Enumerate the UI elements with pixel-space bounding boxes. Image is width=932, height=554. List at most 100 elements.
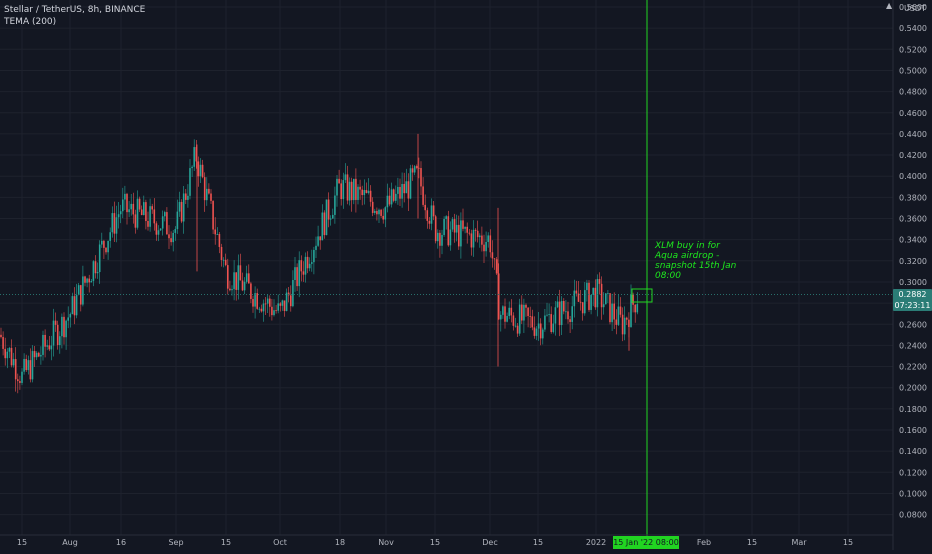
candle-body bbox=[632, 294, 634, 305]
candle-body bbox=[182, 193, 185, 222]
y-tick-label: 0.3000 bbox=[899, 278, 927, 287]
candle-body bbox=[4, 348, 6, 359]
candle-body bbox=[590, 294, 592, 310]
candle-body bbox=[329, 218, 332, 220]
candle-body bbox=[434, 216, 437, 242]
candle-body bbox=[65, 320, 67, 338]
candle-body bbox=[48, 345, 51, 350]
candle-body bbox=[117, 214, 120, 218]
candle-body bbox=[42, 334, 44, 355]
candle-body bbox=[151, 206, 153, 210]
x-tick-label: 15 bbox=[17, 538, 27, 547]
x-tick-label: Feb bbox=[697, 538, 711, 547]
candle-body bbox=[63, 316, 65, 338]
candle-body bbox=[59, 336, 61, 346]
candle-body bbox=[363, 190, 366, 196]
candle-body bbox=[497, 273, 500, 320]
candle-body bbox=[550, 314, 552, 333]
price-axis[interactable]: 0.5600 0.5400 0.5200 0.5000 0.4800 0.4600 0.44… bbox=[899, 3, 927, 520]
candle-body bbox=[138, 198, 141, 210]
candle-body bbox=[609, 293, 611, 323]
candle-body bbox=[71, 296, 74, 315]
candle-body bbox=[481, 235, 483, 245]
candle-body bbox=[143, 202, 145, 216]
candle-body bbox=[470, 233, 473, 248]
candle-body bbox=[52, 320, 55, 346]
candle-body bbox=[220, 246, 223, 260]
candle-body bbox=[514, 325, 517, 327]
candle-body bbox=[92, 261, 95, 282]
candle-body bbox=[273, 310, 275, 316]
candle-body bbox=[109, 232, 111, 241]
candle-body bbox=[134, 214, 137, 228]
candle-body bbox=[248, 273, 250, 284]
candle-body bbox=[256, 293, 258, 309]
bar-countdown: 07:23:11 bbox=[894, 301, 931, 310]
candle-body bbox=[115, 217, 118, 234]
y-tick-label: 0.5000 bbox=[899, 66, 927, 75]
candle-body bbox=[155, 223, 158, 235]
candle-body bbox=[508, 307, 510, 317]
candle-body bbox=[311, 262, 313, 264]
y-tick-label: 0.3200 bbox=[899, 257, 927, 266]
candle-body bbox=[443, 218, 445, 235]
candle-body bbox=[113, 213, 116, 234]
candle-body bbox=[588, 282, 590, 310]
candle-body bbox=[365, 190, 368, 193]
candle-body bbox=[575, 290, 578, 294]
y-tick-label: 0.1800 bbox=[899, 405, 927, 414]
candle-body bbox=[75, 294, 78, 316]
candle-body bbox=[29, 360, 32, 380]
x-tick-label: 16 bbox=[116, 538, 126, 547]
candle-body bbox=[334, 195, 336, 215]
candle-body bbox=[348, 181, 351, 201]
price-unit[interactable]: USDT bbox=[904, 4, 926, 13]
highlight-box[interactable] bbox=[631, 288, 653, 303]
candle-body bbox=[390, 189, 393, 205]
candle-body bbox=[613, 303, 615, 320]
symbol-title[interactable]: Stellar / TetherUS, 8h, BINANCE bbox=[4, 5, 146, 15]
candle-body bbox=[235, 272, 237, 290]
candle-body bbox=[464, 226, 466, 229]
candle-body bbox=[380, 209, 382, 216]
candle-body bbox=[388, 195, 391, 205]
candle-body bbox=[579, 301, 582, 303]
candle-body bbox=[416, 166, 418, 168]
candle-body bbox=[73, 296, 76, 316]
candle-body bbox=[243, 281, 246, 291]
candle-body bbox=[19, 381, 21, 383]
indicator-label[interactable]: TEMA (200) bbox=[4, 17, 57, 27]
x-tick-label: 15 bbox=[221, 538, 231, 547]
candle-body bbox=[567, 311, 569, 320]
marker-date-label: 15 Jan '22 08:00 bbox=[613, 536, 679, 549]
candle-body bbox=[537, 323, 540, 329]
candle-body bbox=[250, 283, 252, 299]
candle-body bbox=[552, 323, 555, 333]
candle-body bbox=[294, 267, 296, 281]
candle-body bbox=[193, 147, 195, 167]
x-tick-label: 18 bbox=[335, 538, 345, 547]
y-tick-label: 0.1400 bbox=[899, 447, 927, 456]
x-tick-label: 15 bbox=[747, 538, 757, 547]
candle-body bbox=[504, 306, 506, 322]
candle-body bbox=[50, 345, 53, 350]
x-tick-label: 15 bbox=[843, 538, 853, 547]
candle-body bbox=[630, 294, 632, 327]
candle-body bbox=[468, 232, 471, 234]
candle-body bbox=[487, 235, 489, 242]
candle-body bbox=[189, 168, 191, 196]
annotation-text[interactable]: XLM buy in for Aqua airdrop - snapshot 1… bbox=[655, 241, 737, 281]
candle-body bbox=[458, 224, 460, 247]
y-tick-label: 0.2200 bbox=[899, 363, 927, 372]
time-axis[interactable]: 15 Aug 16 Sep 15 Oct 18 Nov 15 Dec 15 2022 Feb 15 Mar 1… bbox=[17, 538, 853, 547]
candle-body bbox=[94, 261, 97, 274]
candle-body bbox=[17, 379, 19, 382]
candle-body bbox=[40, 354, 42, 357]
candle-body bbox=[636, 304, 639, 313]
currency-menu-icon[interactable]: ▲ bbox=[886, 1, 893, 10]
candle-body bbox=[529, 315, 531, 317]
candle-body bbox=[31, 351, 34, 380]
candle-body bbox=[523, 304, 525, 321]
